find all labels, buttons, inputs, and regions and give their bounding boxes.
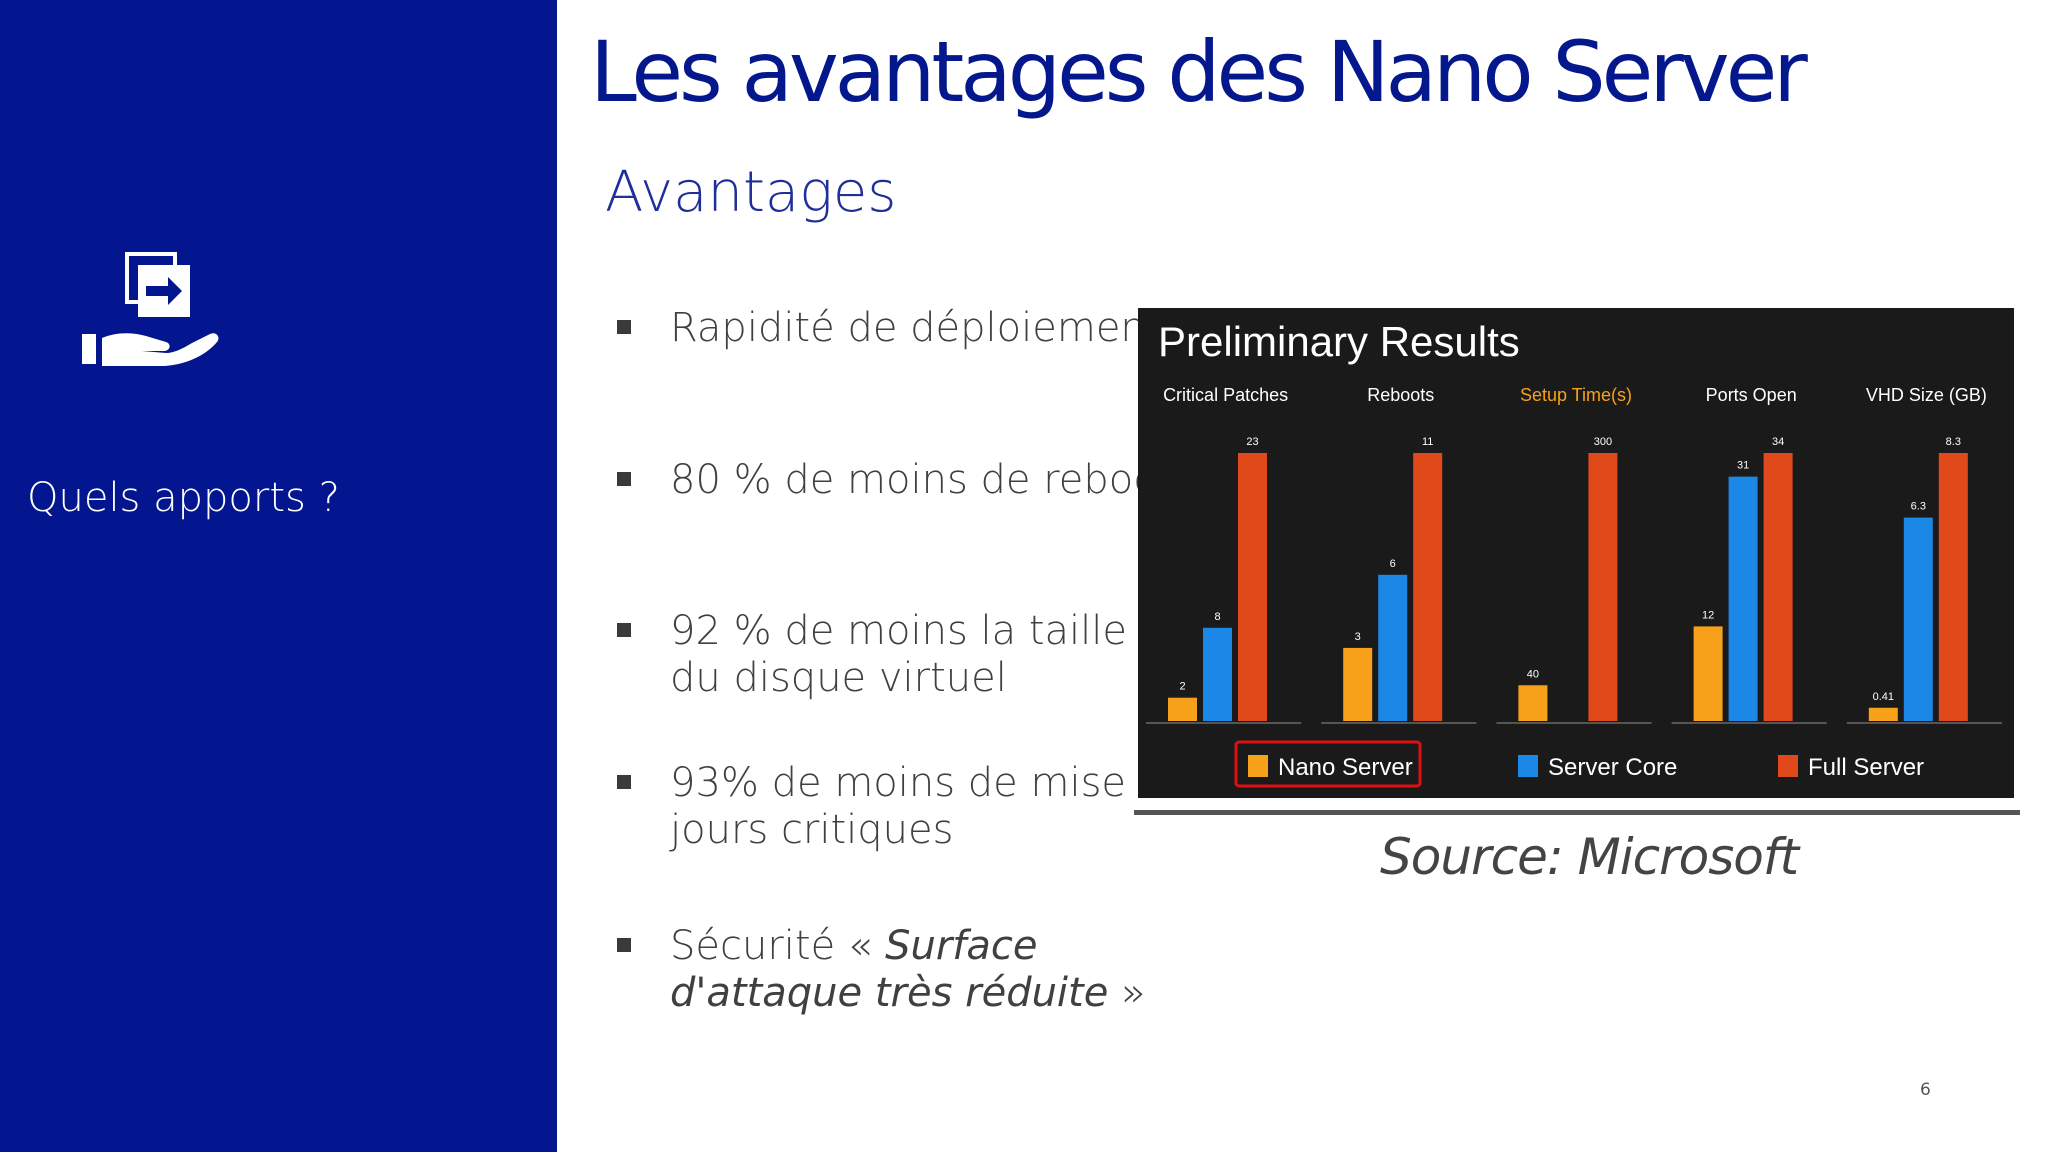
security-suffix: » (1108, 970, 1146, 1016)
chart-bar (1728, 476, 1758, 721)
security-prefix: Sécurité « (670, 923, 886, 969)
panel-label: Critical Patches (1163, 385, 1288, 405)
slide-title: Les avantages des Nano Server (590, 23, 1808, 121)
bar-value-label: 0.41 (1873, 691, 1894, 703)
chart-bar (1868, 707, 1898, 721)
bar-value-label: 40 (1527, 668, 1539, 680)
bullet-square-icon (617, 775, 631, 789)
chart-bar (1938, 453, 1968, 721)
list-item: 92 % de moins la taille du disque virtue… (612, 608, 1190, 702)
bar-value-label: 11 (1422, 436, 1433, 448)
section-subtitle: Avantages (605, 160, 897, 225)
results-chart-image: Preliminary Results Critical Patches 2 8 23 R… (1138, 308, 2014, 798)
bar-value-label: 6.3 (1911, 501, 1926, 513)
bar-value-label: 300 (1594, 436, 1612, 448)
bullet-square-icon (617, 320, 631, 334)
source-caption: Source: Microsoft (1380, 828, 1799, 886)
bullet-square-icon (617, 623, 631, 637)
sidebar-caption: Quels apports ? (27, 475, 340, 521)
panel-label: Ports Open (1706, 385, 1797, 405)
chart-title: Preliminary Results (1158, 318, 1520, 365)
chart-bar (1588, 453, 1618, 721)
chart-bar (1518, 685, 1548, 721)
bar-value-label: 8.3 (1946, 436, 1961, 448)
bullet-square-icon (617, 472, 631, 486)
panel-label: Setup Time(s) (1520, 385, 1632, 405)
bar-value-label: 8 (1214, 611, 1220, 623)
legend-swatch (1518, 755, 1538, 777)
bar-value-label: 31 (1737, 460, 1749, 472)
list-item: 93% de moins de mise à jours critiques (612, 760, 1190, 854)
chart-bar (1693, 626, 1723, 721)
hand-holding-export-icon (82, 252, 219, 366)
legend-label: Full Server (1808, 754, 1924, 781)
chart-bar (1763, 453, 1793, 721)
bar-value-label: 23 (1246, 436, 1258, 448)
legend-swatch (1248, 755, 1268, 777)
bar-value-label: 3 (1355, 631, 1361, 643)
chart-bar (1168, 697, 1197, 721)
list-item: Sécurité « Surface d'attaque très réduit… (612, 923, 1190, 1017)
page-number: 6 (1920, 1080, 1931, 1100)
panel-label: Reboots (1367, 385, 1434, 405)
bullet-square-icon (617, 938, 631, 952)
chart-bar (1203, 627, 1232, 721)
list-item: Rapidité de déploiement (612, 305, 1190, 352)
list-item-text: Sécurité « Surface d'attaque très réduit… (670, 923, 1146, 1016)
legend-label: Nano Server (1278, 754, 1413, 781)
chart-bar (1343, 647, 1373, 721)
legend-highlight-box (1234, 740, 1422, 788)
results-chart: Preliminary Results Critical Patches 2 8 23 R… (1146, 318, 2002, 788)
bar-value-label: 6 (1390, 558, 1396, 570)
legend-label: Server Core (1548, 754, 1677, 781)
chart-bar (1238, 453, 1267, 721)
chart-bar (1378, 574, 1408, 721)
chart-divider (1134, 810, 2020, 815)
list-item: 80 % de moins de reboot (612, 457, 1190, 504)
list-item-text: 93% de moins de mise à jours critiques (670, 760, 1164, 853)
list-item-text: Rapidité de déploiement (670, 305, 1162, 351)
legend-swatch (1778, 755, 1798, 777)
bar-value-label: 2 (1179, 681, 1185, 693)
chart-bar (1903, 517, 1933, 721)
left-sidebar: Quels apports ? (0, 0, 557, 1152)
panel-label: VHD Size (GB) (1866, 385, 1987, 405)
chart-bar (1413, 453, 1443, 721)
bar-value-label: 12 (1702, 609, 1714, 621)
list-item-text: 80 % de moins de reboot (670, 457, 1174, 503)
bar-value-label: 34 (1772, 436, 1784, 448)
security-italic: Surface d'attaque très réduite (670, 923, 1109, 1016)
list-item-text: 92 % de moins la taille du disque virtue… (670, 608, 1127, 701)
